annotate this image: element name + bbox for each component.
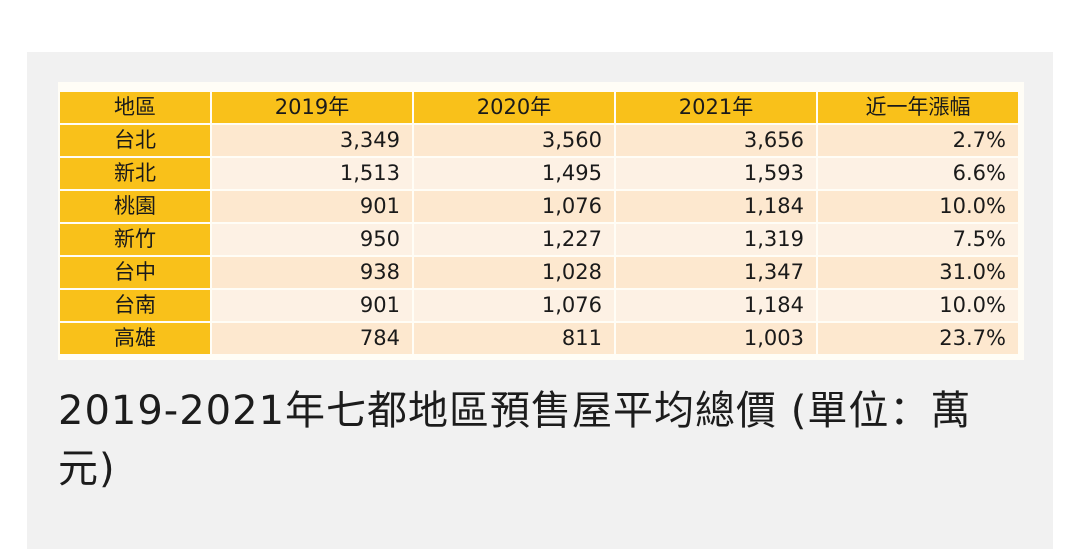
cell-2020: 1,076 (414, 290, 616, 323)
cell-region: 台南 (60, 290, 212, 323)
table-row: 新北 1,513 1,495 1,593 6.6% (60, 158, 1020, 191)
cell-change: 7.5% (818, 224, 1020, 257)
table-image[interactable]: 地區 2019年 2020年 2021年 近一年漲幅 台北 3,349 3,56… (58, 82, 1024, 360)
cell-region: 桃園 (60, 191, 212, 224)
table-row: 台中 938 1,028 1,347 31.0% (60, 257, 1020, 290)
cell-change: 2.7% (818, 125, 1020, 158)
cell-2019: 950 (212, 224, 414, 257)
cell-2021: 1,003 (616, 323, 818, 356)
cell-2019: 3,349 (212, 125, 414, 158)
table-row: 桃園 901 1,076 1,184 10.0% (60, 191, 1020, 224)
header-region: 地區 (60, 92, 212, 125)
cell-2021: 1,347 (616, 257, 818, 290)
image-caption: 2019-2021年七都地區預售屋平均總價 (單位：萬元) (58, 388, 972, 492)
cell-2020: 1,495 (414, 158, 616, 191)
table-header-row: 地區 2019年 2020年 2021年 近一年漲幅 (60, 92, 1020, 125)
table-row: 高雄 784 811 1,003 23.7% (60, 323, 1020, 356)
cell-change: 31.0% (818, 257, 1020, 290)
cell-2019: 784 (212, 323, 414, 356)
header-2019: 2019年 (212, 92, 414, 125)
cell-region: 台北 (60, 125, 212, 158)
cell-region: 新竹 (60, 224, 212, 257)
cell-change: 23.7% (818, 323, 1020, 356)
cell-2019: 901 (212, 290, 414, 323)
cell-region: 高雄 (60, 323, 212, 356)
table-row: 台北 3,349 3,560 3,656 2.7% (60, 125, 1020, 158)
cell-change: 6.6% (818, 158, 1020, 191)
cell-2019: 1,513 (212, 158, 414, 191)
cell-2021: 1,184 (616, 191, 818, 224)
price-table: 地區 2019年 2020年 2021年 近一年漲幅 台北 3,349 3,56… (60, 92, 1020, 356)
cell-2021: 1,319 (616, 224, 818, 257)
table-row: 新竹 950 1,227 1,319 7.5% (60, 224, 1020, 257)
cell-2020: 1,076 (414, 191, 616, 224)
header-2021: 2021年 (616, 92, 818, 125)
cell-2021: 3,656 (616, 125, 818, 158)
cell-2020: 3,560 (414, 125, 616, 158)
cell-change: 10.0% (818, 290, 1020, 323)
header-2020: 2020年 (414, 92, 616, 125)
cell-2020: 811 (414, 323, 616, 356)
cell-2021: 1,184 (616, 290, 818, 323)
cell-2020: 1,227 (414, 224, 616, 257)
cell-2019: 901 (212, 191, 414, 224)
cell-2021: 1,593 (616, 158, 818, 191)
cell-change: 10.0% (818, 191, 1020, 224)
cell-2019: 938 (212, 257, 414, 290)
cell-region: 新北 (60, 158, 212, 191)
cell-2020: 1,028 (414, 257, 616, 290)
cell-region: 台中 (60, 257, 212, 290)
header-change: 近一年漲幅 (818, 92, 1020, 125)
post-card: 地區 2019年 2020年 2021年 近一年漲幅 台北 3,349 3,56… (27, 52, 1053, 549)
table-row: 台南 901 1,076 1,184 10.0% (60, 290, 1020, 323)
